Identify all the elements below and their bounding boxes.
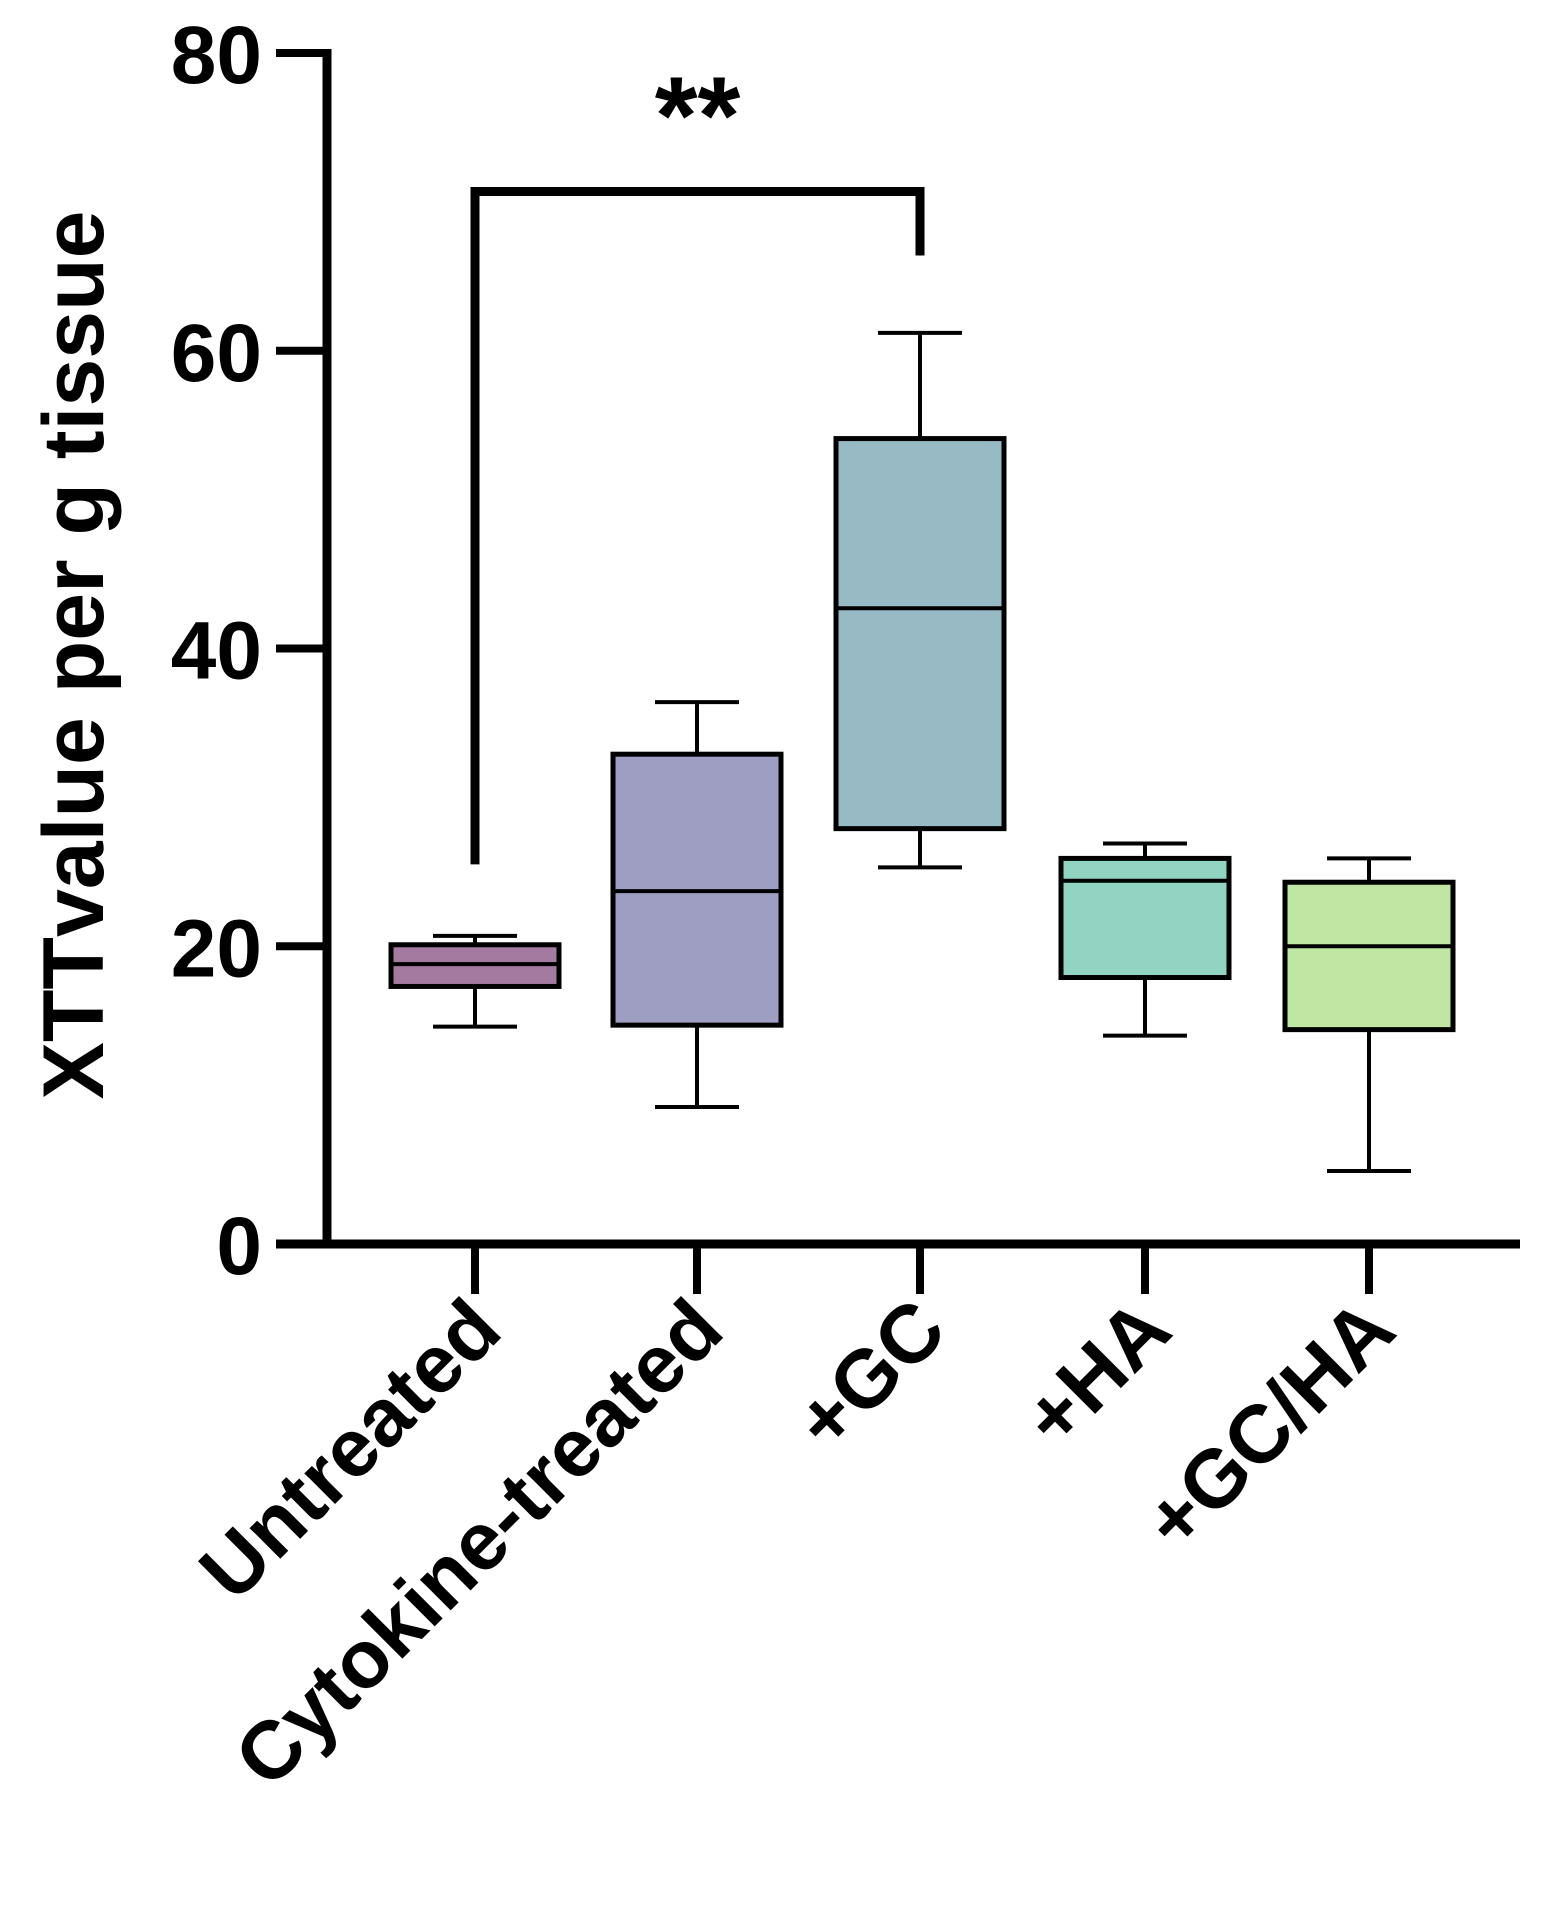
x-tick-label-gc: +GC (778, 1282, 963, 1467)
iqr-box (1282, 879, 1456, 1033)
box-gc (833, 330, 1007, 870)
significance-annotations: ** (470, 54, 925, 865)
y-tick-label-80: 80 (171, 10, 262, 101)
y-tick-label-60: 60 (171, 308, 262, 399)
iqr-box (1058, 855, 1232, 981)
box-cytokine-treated (610, 700, 784, 1110)
y-tick-label-40: 40 (171, 606, 262, 697)
y-axis: 0 20 40 60 80 (171, 10, 332, 1292)
iqr-box (833, 436, 1007, 832)
box-series (388, 330, 1456, 1174)
y-tick-label-20: 20 (171, 903, 262, 994)
x-tick-label-gc-ha: +GC/HA (1127, 1282, 1412, 1567)
x-tick-label-ha: +HA (1006, 1282, 1188, 1464)
significance-bracket (470, 186, 925, 865)
y-axis-label: XTTvalue per g tissue (26, 211, 122, 1100)
box-untreated (388, 933, 562, 1029)
significance-label: ** (655, 54, 741, 177)
box-ha (1058, 841, 1232, 1038)
box-gc-ha (1282, 856, 1456, 1174)
y-tick-label-0: 0 (216, 1201, 262, 1292)
